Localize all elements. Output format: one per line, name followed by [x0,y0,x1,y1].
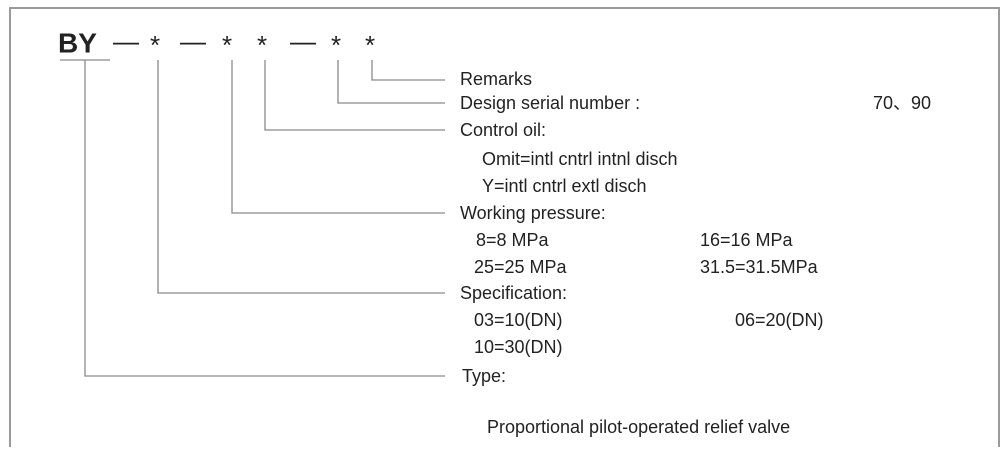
code-placeholder: * [257,30,267,60]
entry-label: Working pressure: [460,203,606,223]
entry-label: Remarks [460,69,532,89]
entry-label: Type: [462,366,506,386]
entry-option: Omit=intl cntrl intnl disch [482,149,678,169]
entry-label: Design serial number : [460,93,640,113]
code-separator: — [180,26,206,56]
code-placeholder: * [365,30,375,60]
code-placeholder: * [222,30,232,60]
entry-label: Control oil: [460,120,546,140]
leader-line [337,60,445,104]
entry-label: Specification: [460,283,567,303]
entry-option: 31.5=31.5MPa [700,257,819,277]
frame [9,7,1000,452]
leader-line [371,60,445,81]
leader-line [264,60,445,131]
entry-option: 06=20(DN) [735,310,824,330]
leader-line [231,60,445,214]
code-placeholder: * [331,30,341,60]
code-placeholder: * [150,30,160,60]
entry-option: Proportional pilot-operated relief valve [487,417,790,437]
code-separator: — [113,26,139,56]
entry-option: 10=30(DN) [474,337,563,357]
entry-value: 70、90 [873,93,931,113]
leader-line [84,60,445,377]
entry-option: 16=16 MPa [700,230,794,250]
entry-option: 25=25 MPa [474,257,568,277]
leader-line [157,60,445,294]
code-separator: — [290,26,316,56]
entry-option: Y=intl cntrl extl disch [482,176,647,196]
entry-option: 8=8 MPa [476,230,550,250]
code-prefix: BY [58,27,97,58]
leader-lines [60,59,445,377]
entry-option: 03=10(DN) [474,310,563,330]
